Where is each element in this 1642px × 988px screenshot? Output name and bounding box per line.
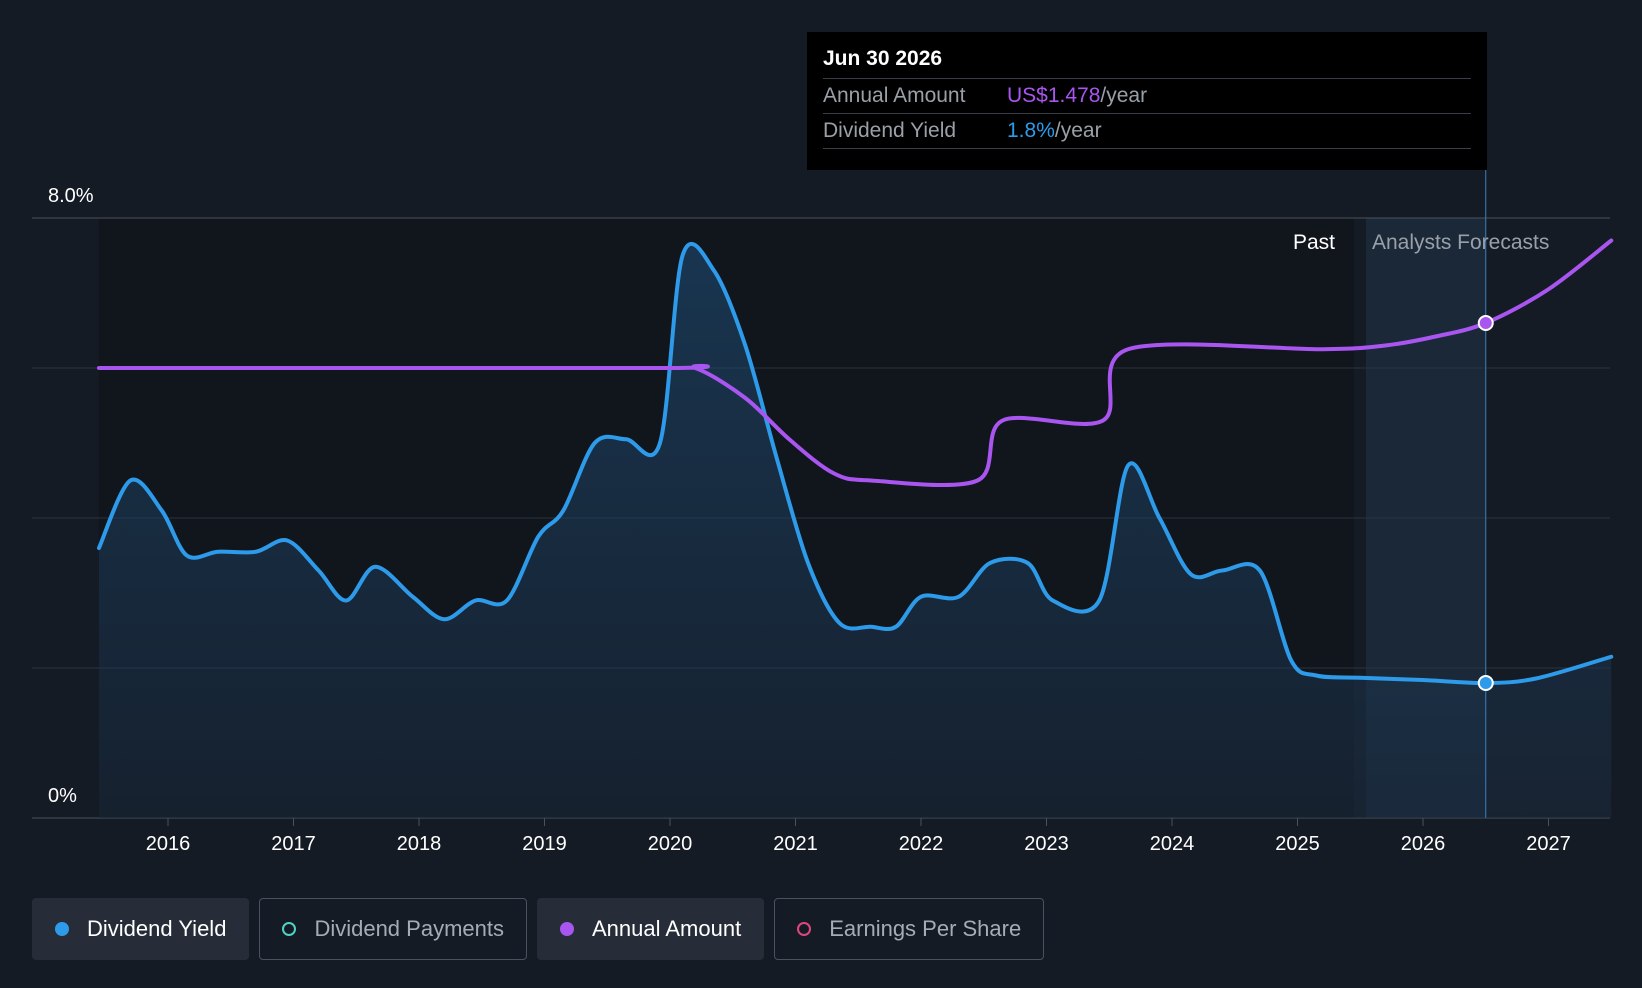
legend-label: Dividend Yield xyxy=(87,916,227,941)
y-tick-label-bottom: 0% xyxy=(48,785,77,807)
legend-dot-icon xyxy=(559,922,574,936)
x-tick-label: 2021 xyxy=(773,833,818,855)
x-tick-label: 2024 xyxy=(1150,833,1195,855)
dividend-yield-area xyxy=(98,243,1612,818)
legend: Dividend Yield Dividend Payments Annual … xyxy=(32,898,1045,960)
x-tick-label: 2020 xyxy=(648,833,693,855)
x-tick-label: 2026 xyxy=(1401,833,1446,855)
x-tick-label: 2027 xyxy=(1526,833,1571,855)
x-tick-label: 2023 xyxy=(1024,833,1069,855)
legend-dot-icon xyxy=(55,922,69,936)
x-tick-label: 2022 xyxy=(899,833,944,855)
tooltip-row-dividend-yield: Dividend Yield 1.8% /year xyxy=(823,114,1471,149)
tooltip-key: Dividend Yield xyxy=(823,119,957,142)
x-tick-label: 2016 xyxy=(146,833,191,855)
annual-amount-line xyxy=(96,238,1614,488)
tooltip-date: Jun 30 2026 xyxy=(823,44,1471,79)
y-tick-label-top: 8.0% xyxy=(48,185,94,207)
past-label: Past xyxy=(1293,231,1335,254)
dividend-yield-line xyxy=(96,241,1614,686)
x-axis: 2016 2017 2018 2019 2020 2021 2022 2023 2024 2025… xyxy=(146,818,1571,855)
tooltip-row-annual-amount: Annual Amount US$1.478 /year xyxy=(823,79,1471,114)
x-tick-label: 2025 xyxy=(1275,833,1320,855)
annual-amount-marker[interactable] xyxy=(1477,315,1494,331)
legend-label: Dividend Payments xyxy=(314,916,504,941)
legend-ring-icon xyxy=(797,922,812,936)
legend-label: Earnings Per Share xyxy=(829,916,1022,941)
x-tick-label: 2017 xyxy=(271,833,316,855)
forecast-label: Analysts Forecasts xyxy=(1372,231,1549,254)
tooltip: Jun 30 2026 Annual Amount US$1.478 /year… xyxy=(807,32,1487,170)
tooltip-suffix: /year xyxy=(1100,84,1148,107)
legend-annual-amount-button[interactable]: Annual Amount xyxy=(536,898,765,960)
tooltip-key: Annual Amount xyxy=(823,84,966,107)
legend-earnings-per-share-button[interactable]: Earnings Per Share xyxy=(774,898,1045,960)
legend-ring-icon xyxy=(282,922,297,936)
x-tick-label: 2019 xyxy=(522,833,567,855)
tooltip-suffix: /year xyxy=(1054,119,1102,142)
tooltip-value: 1.8% xyxy=(1007,119,1055,142)
tooltip-value: US$1.478 xyxy=(1007,84,1101,107)
legend-dividend-payments-button[interactable]: Dividend Payments xyxy=(259,898,527,960)
legend-dividend-yield-button[interactable]: Dividend Yield xyxy=(32,898,250,960)
dividend-yield-marker[interactable] xyxy=(1477,675,1494,691)
x-tick-label: 2018 xyxy=(397,833,442,855)
legend-label: Annual Amount xyxy=(591,916,742,941)
